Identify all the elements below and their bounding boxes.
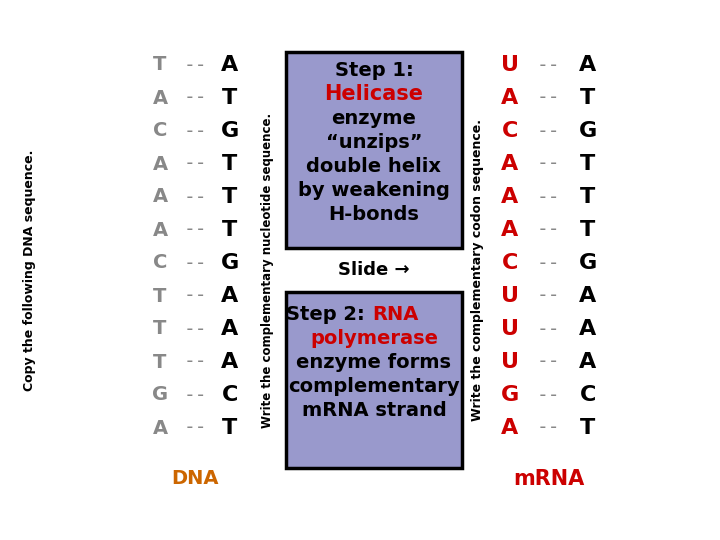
Text: RNA: RNA <box>372 305 418 323</box>
Text: T: T <box>580 418 595 438</box>
Text: Slide →: Slide → <box>338 261 410 279</box>
Text: A: A <box>580 319 597 339</box>
Text: --: -- <box>536 89 559 107</box>
Text: A: A <box>580 286 597 306</box>
Text: G: G <box>221 253 239 273</box>
Text: --: -- <box>536 418 559 437</box>
Text: A: A <box>153 418 168 437</box>
Text: T: T <box>580 220 595 240</box>
Text: complementary: complementary <box>288 376 460 395</box>
Text: --: -- <box>184 220 207 240</box>
Text: A: A <box>221 352 238 372</box>
Text: H-bonds: H-bonds <box>328 205 420 224</box>
Text: --: -- <box>184 187 207 206</box>
Text: C: C <box>502 253 518 273</box>
Text: --: -- <box>184 353 207 372</box>
Text: --: -- <box>184 253 207 273</box>
Text: C: C <box>153 253 167 273</box>
Text: G: G <box>221 121 239 141</box>
Text: A: A <box>580 352 597 372</box>
Text: --: -- <box>184 154 207 173</box>
Text: double helix: double helix <box>307 157 441 176</box>
Text: U: U <box>501 352 519 372</box>
Text: A: A <box>153 89 168 107</box>
Text: --: -- <box>536 154 559 173</box>
Text: Helicase: Helicase <box>325 84 423 104</box>
Text: --: -- <box>536 253 559 273</box>
Text: T: T <box>580 88 595 108</box>
Text: T: T <box>222 88 238 108</box>
Text: Step 2:: Step 2: <box>287 305 372 323</box>
Text: A: A <box>153 187 168 206</box>
Text: G: G <box>501 385 519 405</box>
Text: A: A <box>221 55 238 75</box>
Text: A: A <box>501 187 518 207</box>
FancyBboxPatch shape <box>286 292 462 468</box>
Text: A: A <box>153 154 168 173</box>
Text: T: T <box>580 187 595 207</box>
Text: T: T <box>153 320 167 339</box>
Text: C: C <box>222 385 238 405</box>
Text: T: T <box>222 154 238 174</box>
Text: T: T <box>222 187 238 207</box>
Text: polymerase: polymerase <box>310 328 438 348</box>
Text: --: -- <box>536 187 559 206</box>
Text: T: T <box>153 287 167 306</box>
Text: A: A <box>580 55 597 75</box>
Text: --: -- <box>536 353 559 372</box>
Text: “unzips”: “unzips” <box>325 132 422 152</box>
Text: G: G <box>579 121 597 141</box>
Text: A: A <box>153 220 168 240</box>
Text: Copy the following DNA sequence.: Copy the following DNA sequence. <box>24 150 37 390</box>
Text: --: -- <box>184 386 207 404</box>
FancyBboxPatch shape <box>286 52 462 248</box>
Text: C: C <box>502 121 518 141</box>
Text: T: T <box>222 220 238 240</box>
Text: C: C <box>580 385 596 405</box>
Text: --: -- <box>184 122 207 140</box>
Text: T: T <box>153 56 167 75</box>
Text: G: G <box>152 386 168 404</box>
Text: --: -- <box>536 56 559 75</box>
Text: --: -- <box>536 320 559 339</box>
Text: mRNA strand: mRNA strand <box>302 401 446 420</box>
Text: U: U <box>501 319 519 339</box>
Text: enzyme forms: enzyme forms <box>297 353 451 372</box>
Text: DNA: DNA <box>171 469 219 488</box>
Text: Write the complementary codon sequence.: Write the complementary codon sequence. <box>472 119 485 421</box>
Text: T: T <box>580 154 595 174</box>
Text: Step 1:: Step 1: <box>335 60 413 79</box>
Text: T: T <box>153 353 167 372</box>
Text: A: A <box>221 286 238 306</box>
Text: Write the complementary nucleotide sequence.: Write the complementary nucleotide seque… <box>261 112 274 428</box>
Text: by weakening: by weakening <box>298 180 450 199</box>
Text: --: -- <box>184 287 207 306</box>
Text: A: A <box>501 418 518 438</box>
Text: A: A <box>501 220 518 240</box>
Text: A: A <box>221 319 238 339</box>
Text: --: -- <box>184 56 207 75</box>
Text: G: G <box>579 253 597 273</box>
Text: A: A <box>501 154 518 174</box>
Text: --: -- <box>184 89 207 107</box>
Text: --: -- <box>536 220 559 240</box>
Text: --: -- <box>536 386 559 404</box>
Text: --: -- <box>536 287 559 306</box>
Text: --: -- <box>184 320 207 339</box>
Text: --: -- <box>536 122 559 140</box>
Text: T: T <box>222 418 238 438</box>
Text: A: A <box>501 88 518 108</box>
Text: U: U <box>501 55 519 75</box>
Text: --: -- <box>184 418 207 437</box>
Text: C: C <box>153 122 167 140</box>
Text: U: U <box>501 286 519 306</box>
Text: mRNA: mRNA <box>513 469 585 489</box>
Text: enzyme: enzyme <box>332 109 416 127</box>
